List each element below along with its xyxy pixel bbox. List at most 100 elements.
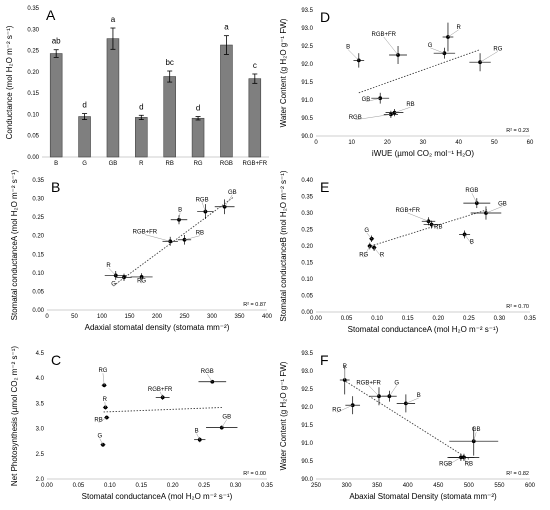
y-tick-label: 0.15 xyxy=(27,91,39,97)
point-label: GB xyxy=(498,201,507,207)
data-point-RGB xyxy=(203,209,208,214)
trend-line-B xyxy=(115,196,235,285)
y-tick-label: 92.5 xyxy=(301,387,313,393)
x-tick-label: 0.00 xyxy=(41,483,53,489)
label-leader xyxy=(224,194,233,207)
r-squared-D: R² = 0.23 xyxy=(506,128,529,134)
label-leader xyxy=(363,245,371,258)
point-label: B xyxy=(195,429,199,435)
point-label: G xyxy=(111,282,116,288)
y-tick-label: 0.05 xyxy=(27,134,39,140)
y-tick-label: 3.0 xyxy=(36,427,45,433)
x-axis-label-E: Stomatal conductanceA (mol H₂O m⁻² s⁻¹) xyxy=(348,325,499,334)
y-tick-label: 0.10 xyxy=(27,112,39,118)
x-tick-label: 40 xyxy=(455,140,462,146)
x-tick-label: 30 xyxy=(420,140,427,146)
x-tick-label: R xyxy=(139,161,144,167)
point-label: RB xyxy=(465,461,473,467)
significance-letter: d xyxy=(196,104,200,113)
x-tick-label: 0 xyxy=(45,314,49,320)
y-tick-label: 90.0 xyxy=(301,134,313,140)
point-label: RGB xyxy=(201,369,214,375)
bar-B xyxy=(49,53,63,158)
panel-letter-D: D xyxy=(320,9,330,25)
y-tick-label: 0.25 xyxy=(301,228,313,234)
x-tick-label: 400 xyxy=(262,314,273,320)
x-tick-label: 0.15 xyxy=(402,316,414,322)
y-tick-label: 0.20 xyxy=(301,244,313,250)
point-label: GB xyxy=(228,190,237,196)
label-leader xyxy=(113,277,125,287)
label-leader xyxy=(485,206,503,214)
x-tick-label: 50 xyxy=(491,140,498,146)
bar-RB xyxy=(163,76,176,158)
x-tick-label: 300 xyxy=(207,314,218,320)
r-squared-B: R² = 0.87 xyxy=(243,302,266,308)
label-leader xyxy=(355,114,391,121)
label-leader xyxy=(184,235,200,241)
data-point-RB xyxy=(182,237,187,242)
point-label: RG xyxy=(359,253,368,259)
significance-letter: ab xyxy=(52,37,61,46)
y-tick-label: 91.0 xyxy=(301,441,313,447)
trend-line-F xyxy=(343,379,470,460)
y-tick-label: 0.25 xyxy=(27,49,39,55)
x-tick-label: 60 xyxy=(527,140,534,146)
label-leader xyxy=(178,212,181,220)
label-leader xyxy=(463,457,470,467)
y-axis-label-C: Net Photosynthesis (µmol CO₂ m⁻² s⁻¹) xyxy=(10,346,19,487)
significance-letter: a xyxy=(224,23,229,32)
point-label: B xyxy=(417,393,421,399)
y-tick-label: 90.5 xyxy=(301,459,313,465)
y-axis-label-E: Stomatal conductanceB (mol H₂O m⁻² s⁻¹) xyxy=(279,170,288,321)
y-tick-label: 0.15 xyxy=(32,252,44,258)
y-tick-label: 93.5 xyxy=(301,351,313,357)
x-tick-label: 350 xyxy=(234,314,245,320)
x-axis-label-F: Abaxial Stomatal Density (stomata mm⁻²) xyxy=(349,492,497,501)
point-label: R xyxy=(106,263,111,269)
label-leader xyxy=(104,401,106,408)
data-point-RGB xyxy=(210,379,215,384)
bar-RGB+FR xyxy=(248,78,262,158)
y-tick-label: 4.0 xyxy=(36,376,45,382)
label-leader xyxy=(365,97,381,103)
x-tick-label: 0.00 xyxy=(310,316,322,322)
x-tick-label: 500 xyxy=(464,483,475,489)
label-leader xyxy=(445,457,462,467)
x-tick-label: RGB+FR xyxy=(243,161,268,167)
bar-R xyxy=(135,117,148,158)
y-tick-label: 4.5 xyxy=(36,351,45,357)
y-tick-label: 0.10 xyxy=(32,271,44,277)
y-axis-label-B: Stomatal conductanceA (mol H₂O m⁻² s⁻¹) xyxy=(10,169,19,320)
x-tick-label: 50 xyxy=(71,314,78,320)
y-tick-label: 0.35 xyxy=(27,6,39,12)
point-label: G xyxy=(428,43,433,49)
point-label: GB xyxy=(472,427,481,433)
point-label: RGB xyxy=(349,115,362,121)
r-squared-F: R² = 0.82 xyxy=(506,471,529,477)
point-label: RB xyxy=(196,231,204,237)
y-tick-label: 91.5 xyxy=(301,423,313,429)
y-tick-label: 2.5 xyxy=(36,452,45,458)
y-tick-label: 0.05 xyxy=(301,294,313,300)
point-label: RB xyxy=(406,102,414,108)
panel-letter-F: F xyxy=(320,352,329,368)
point-label: RG xyxy=(137,278,146,284)
label-leader xyxy=(479,51,499,63)
y-tick-label: 90.5 xyxy=(301,116,313,122)
y-tick-label: 0.20 xyxy=(27,70,39,76)
x-tick-label: 0.25 xyxy=(463,316,475,322)
label-leader xyxy=(471,193,478,204)
label-leader xyxy=(394,106,411,113)
point-label: R xyxy=(343,364,348,370)
x-tick-label: 250 xyxy=(311,483,322,489)
point-label: G xyxy=(364,228,369,234)
label-leader xyxy=(347,49,359,61)
point-label: B xyxy=(178,208,182,214)
y-tick-label: 0.10 xyxy=(301,277,313,283)
x-tick-label: 0.10 xyxy=(371,316,383,322)
x-tick-label: 200 xyxy=(152,314,163,320)
x-axis-label-C: Stomatal conductanceA (mol H₂O m⁻² s⁻¹) xyxy=(82,492,233,501)
panel-letter-B: B xyxy=(51,179,60,195)
